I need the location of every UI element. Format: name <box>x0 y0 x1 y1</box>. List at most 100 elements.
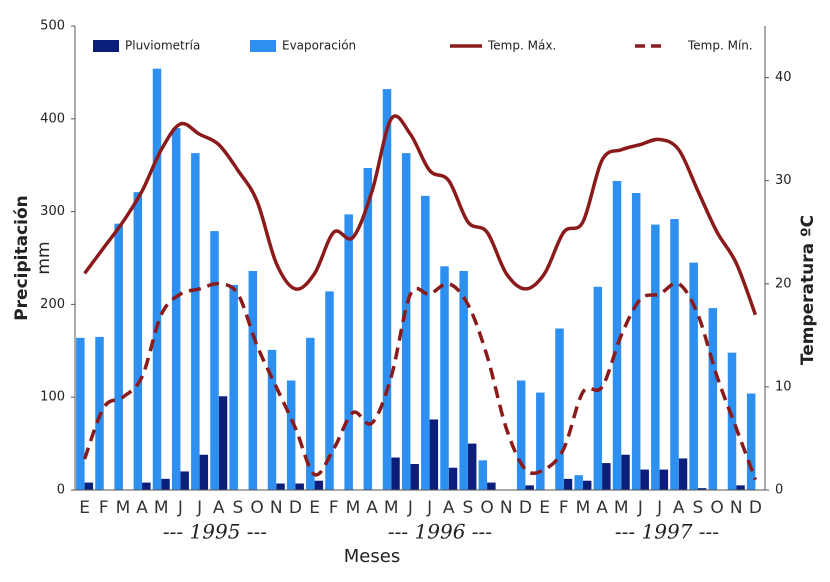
bar <box>76 337 85 490</box>
bar <box>478 460 488 490</box>
x-tick-label: A <box>443 498 455 518</box>
bar <box>133 192 143 490</box>
bar <box>708 308 718 490</box>
x-axis-label: Meses <box>344 546 400 567</box>
bar <box>459 270 468 490</box>
bar <box>621 454 630 490</box>
bar <box>161 478 170 490</box>
x-tick-label: A <box>596 498 608 518</box>
x-tick-label: M <box>384 498 399 518</box>
bar <box>487 482 496 490</box>
bar <box>467 443 477 490</box>
bar <box>582 480 592 490</box>
x-tick-label: J <box>656 498 662 518</box>
x-tick-label: O <box>250 498 263 518</box>
bar <box>612 180 622 490</box>
bar <box>410 464 419 490</box>
x-tick-label: A <box>673 498 685 518</box>
bar <box>727 352 737 490</box>
x-tick-label: E <box>539 498 550 518</box>
bar <box>574 475 583 490</box>
x-tick-label: M <box>154 498 169 518</box>
bar <box>736 485 745 490</box>
legend-label: Temp. Máx. <box>487 39 556 53</box>
x-tick-label: M <box>576 498 591 518</box>
x-tick-label: M <box>614 498 629 518</box>
bar <box>631 193 641 491</box>
y2-tick-label: 40 <box>775 70 792 85</box>
x-tick-label: A <box>136 498 148 518</box>
y-tick-label: 400 <box>40 111 65 126</box>
bar <box>210 231 219 490</box>
bar <box>276 483 285 490</box>
x-tick-label: J <box>407 498 413 518</box>
y-tick-label: 300 <box>40 204 65 219</box>
y2-tick-label: 20 <box>775 276 792 291</box>
legend-label: Pluviometría <box>125 39 200 53</box>
bar <box>659 469 669 490</box>
x-tick-label: F <box>559 498 569 518</box>
y2-tick-label: 0 <box>775 483 783 498</box>
bar <box>180 471 189 490</box>
bar <box>448 467 458 490</box>
bar <box>229 284 238 490</box>
bar <box>525 485 534 490</box>
x-tick-label: J <box>177 498 183 518</box>
y2-tick-label: 30 <box>775 173 792 188</box>
x-tick-label: E <box>79 498 90 518</box>
legend-swatch <box>250 40 276 52</box>
bar <box>516 380 526 490</box>
x-tick-label: J <box>426 498 432 518</box>
bar <box>689 262 698 490</box>
bar <box>678 458 688 490</box>
x-tick-label: N <box>270 498 283 518</box>
x-tick-label: D <box>289 498 302 518</box>
bar <box>191 153 200 491</box>
y-tick-label: 100 <box>40 390 65 405</box>
bar <box>440 266 449 490</box>
y-tick-label: 500 <box>40 19 65 34</box>
bar <box>651 224 660 491</box>
y-tick-label: 0 <box>57 483 65 498</box>
bar <box>325 291 334 490</box>
x-tick-label: A <box>213 498 225 518</box>
x-tick-label: N <box>500 498 513 518</box>
bar <box>295 483 304 490</box>
bar <box>401 153 411 491</box>
x-tick-label: D <box>519 498 532 518</box>
y-axis-unit: mm <box>34 241 54 274</box>
bar <box>142 482 151 490</box>
x-tick-label: N <box>730 498 743 518</box>
y2-axis-label: Temperatura ºC <box>798 215 818 365</box>
bar <box>536 392 545 490</box>
x-tick-label: O <box>480 498 493 518</box>
bar <box>152 68 162 491</box>
x-tick-label: S <box>233 498 244 518</box>
bar <box>267 349 277 490</box>
bar <box>84 482 94 490</box>
bar <box>286 380 296 490</box>
x-tick-label: S <box>463 498 474 518</box>
bar <box>199 454 209 490</box>
x-tick-label: J <box>637 498 643 518</box>
bar <box>314 480 324 490</box>
bar <box>421 195 430 490</box>
x-tick-label: J <box>196 498 202 518</box>
bar <box>697 488 707 490</box>
legend-label: Evaporación <box>282 39 356 53</box>
year-label: --- 1997 --- <box>615 520 719 544</box>
y-tick-label: 200 <box>40 297 65 312</box>
x-tick-label: S <box>693 498 704 518</box>
x-tick-label: A <box>366 498 378 518</box>
bar <box>382 89 392 490</box>
y-axis-label: Precipitación <box>12 195 32 321</box>
line <box>82 281 758 481</box>
x-tick-label: O <box>710 498 723 518</box>
bar <box>563 478 573 490</box>
x-tick-label: D <box>749 498 762 518</box>
bar <box>248 270 258 490</box>
bar <box>171 128 181 490</box>
legend-swatch <box>93 40 119 52</box>
x-tick-label: E <box>309 498 320 518</box>
bar <box>306 337 315 490</box>
